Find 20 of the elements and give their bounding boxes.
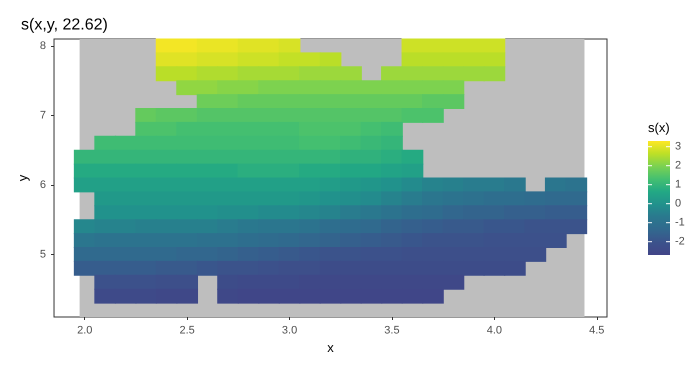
color-bar-label: 1 [675,178,682,191]
x-tick-label: 3.5 [384,324,400,336]
color-bar-label: 0 [675,198,682,210]
x-tick-label: 2.0 [77,324,92,336]
x-tick-label: 4.5 [589,324,604,336]
x-tick-label: 2.5 [179,324,195,336]
x-tick-label: 3.0 [282,324,298,336]
color-bar-title: s(x) [648,120,670,135]
y-tick-label: 7 [40,109,46,122]
x-axis-title: x [327,340,334,355]
y-tick-label: 8 [40,40,46,52]
color-bar-label: -1 [675,216,685,229]
color-bar-label: -2 [675,236,685,248]
y-tick-label: 6 [40,178,46,191]
color-bar-label: 2 [675,160,682,172]
y-axis-title: y [15,174,30,182]
x-tick-label: 4.0 [486,324,502,336]
y-tick-label: 5 [40,248,46,260]
chart-title: s(x,y, 22.62) [21,16,108,34]
color-bar-label: 3 [675,140,682,153]
